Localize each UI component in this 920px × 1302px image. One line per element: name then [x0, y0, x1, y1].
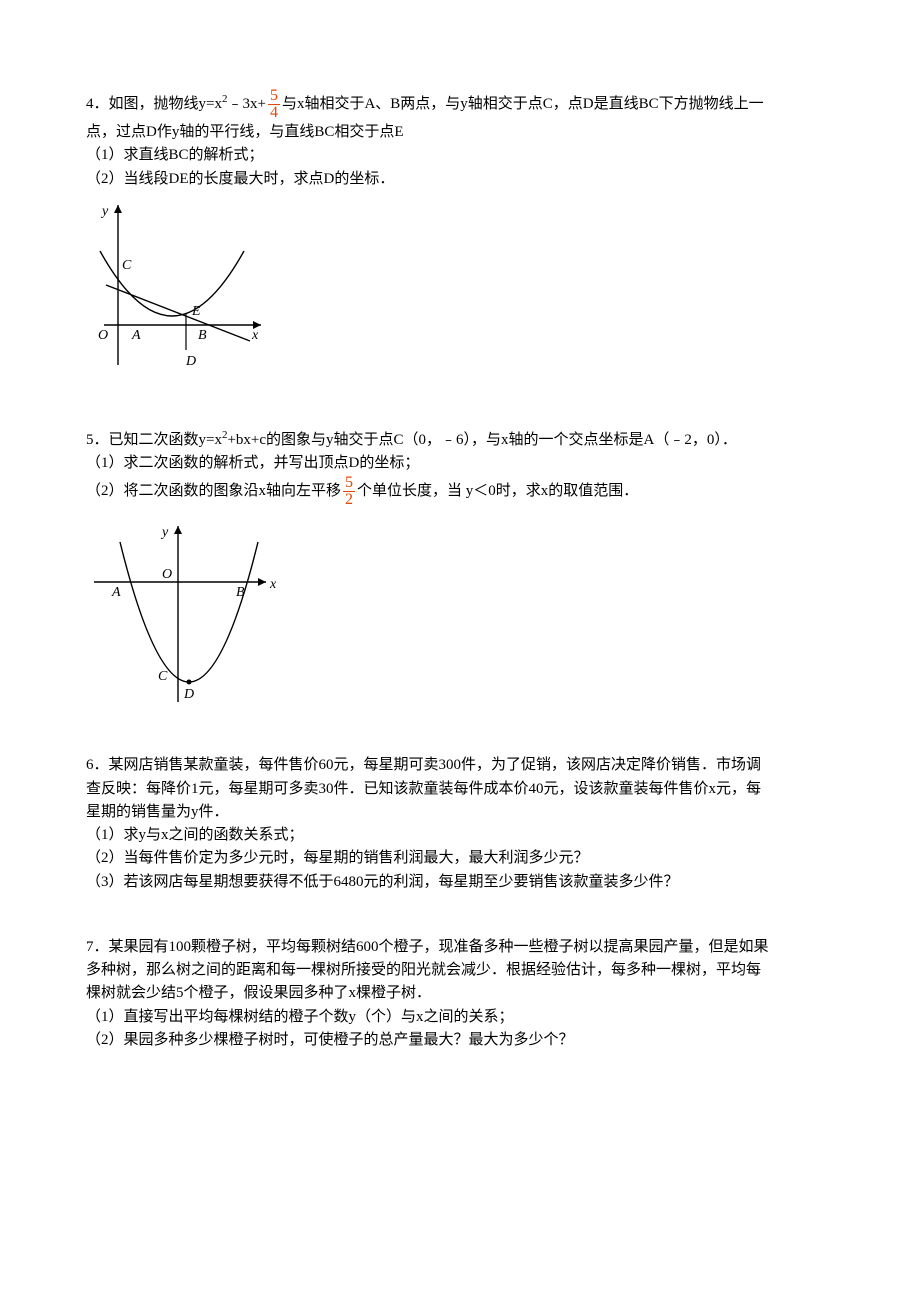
label-D: D: [183, 687, 194, 702]
problem-6-line1: 6．某网店销售某款童装，每件售价60元，每星期可卖300件，为了促销，该网店决定…: [86, 754, 834, 777]
text: 4．如图，抛物线y=x: [86, 96, 222, 112]
problem-6-q1: （1）求y与x之间的函数关系式；: [86, 824, 834, 847]
text: ﹣3x+: [227, 96, 265, 112]
problem-6: 6．某网店销售某款童装，每件售价60元，每星期可卖300件，为了促销，该网店决定…: [86, 754, 834, 894]
text: 与x轴相交于A、B两点，与y轴相交于点C，点D是直线BC下方抛物线上一: [282, 96, 764, 112]
fraction-5-2: 52: [343, 475, 355, 508]
problem-7-q2: （2）果园多种多少棵橙子树时，可使橙子的总产量最大？最大为多少个？: [86, 1029, 834, 1052]
problem-4-stem-line2: 点，过点D作y轴的平行线，与直线BC相交于点E: [86, 121, 834, 144]
label-O: O: [98, 328, 108, 343]
text: 5．已知二次函数y=x: [86, 432, 222, 448]
label-E: E: [191, 304, 201, 319]
label-B: B: [198, 328, 207, 343]
problem-6-line2: 查反映：每降价1元，每星期可多卖30件．已知该款童装每件成本价40元，设该款童装…: [86, 778, 834, 801]
problem-4: 4．如图，抛物线y=x2﹣3x+54与x轴相交于A、B两点，与y轴相交于点C，点…: [86, 88, 834, 385]
problem-6-line3: 星期的销售量为y件．: [86, 801, 834, 824]
problem-5-q2: （2）将二次函数的图象沿x轴向左平移52个单位长度，当 y＜0时，求x的取值范围…: [86, 475, 834, 508]
problem-7-line3: 棵树就会少结5个橙子，假设果园多种了x棵橙子树．: [86, 982, 834, 1005]
problem-5-stem: 5．已知二次函数y=x2+bx+c的图象与y轴交于点C（0，﹣6），与x轴的一个…: [86, 427, 834, 452]
denominator: 2: [343, 492, 355, 508]
text: 个单位长度，当 y＜0时，求x的取值范围．: [357, 483, 638, 499]
label-y: y: [160, 525, 169, 540]
label-x: x: [269, 577, 277, 592]
text: +bx+c的图象与y轴交于点C（0，﹣6），与x轴的一个交点坐标是A（﹣2，0）…: [227, 432, 736, 448]
numerator: 5: [268, 88, 280, 105]
problem-5-q1: （1）求二次函数的解析式，并写出顶点D的坐标；: [86, 452, 834, 475]
parabola-figure-5: O A B C D x y: [86, 512, 286, 712]
label-O: O: [162, 567, 172, 582]
problem-7-line1: 7．某果园有100颗橙子树，平均每颗树结600个橙子，现准备多种一些橙子树以提高…: [86, 936, 834, 959]
denominator: 4: [268, 105, 280, 121]
problem-7-line2: 多种树，那么树之间的距离和每一棵树所接受的阳光就会减少．根据经验估计，每多种一棵…: [86, 959, 834, 982]
label-D: D: [185, 354, 196, 369]
label-C: C: [122, 258, 132, 273]
figure-5: O A B C D x y: [86, 512, 834, 712]
problem-6-q3: （3）若该网店每星期想要获得不低于6480元的利润，每星期至少要销售该款童装多少…: [86, 871, 834, 894]
label-y: y: [100, 204, 109, 219]
problem-6-q2: （2）当每件售价定为多少元时，每星期的销售利润最大，最大利润多少元？: [86, 847, 834, 870]
fraction-5-4: 54: [268, 88, 280, 121]
problem-4-stem: 4．如图，抛物线y=x2﹣3x+54与x轴相交于A、B两点，与y轴相交于点C，点…: [86, 88, 834, 121]
parabola-line-figure: O A B C E D x y: [86, 195, 286, 385]
label-B: B: [236, 585, 245, 600]
problem-5: 5．已知二次函数y=x 2 +bx+c的图象与y轴交于点C（0，﹣6），与x轴的一个…: [86, 427, 834, 713]
problem-7-q1: （1）直接写出平均每棵树结的橙子个数y（个）与x之间的关系；: [86, 1006, 834, 1029]
label-A: A: [131, 328, 141, 343]
problem-4-q1: （1）求直线BC的解析式；: [86, 144, 834, 167]
label-x: x: [251, 328, 259, 343]
figure-4: O A B C E D x y: [86, 195, 834, 385]
text: （2）将二次函数的图象沿x轴向左平移: [86, 483, 341, 499]
label-C: C: [158, 669, 168, 684]
numerator: 5: [343, 475, 355, 492]
problem-4-q2: （2）当线段DE的长度最大时，求点D的坐标．: [86, 168, 834, 191]
problem-7: 7．某果园有100颗橙子树，平均每颗树结600个橙子，现准备多种一些橙子树以提高…: [86, 936, 834, 1052]
label-A: A: [111, 585, 121, 600]
